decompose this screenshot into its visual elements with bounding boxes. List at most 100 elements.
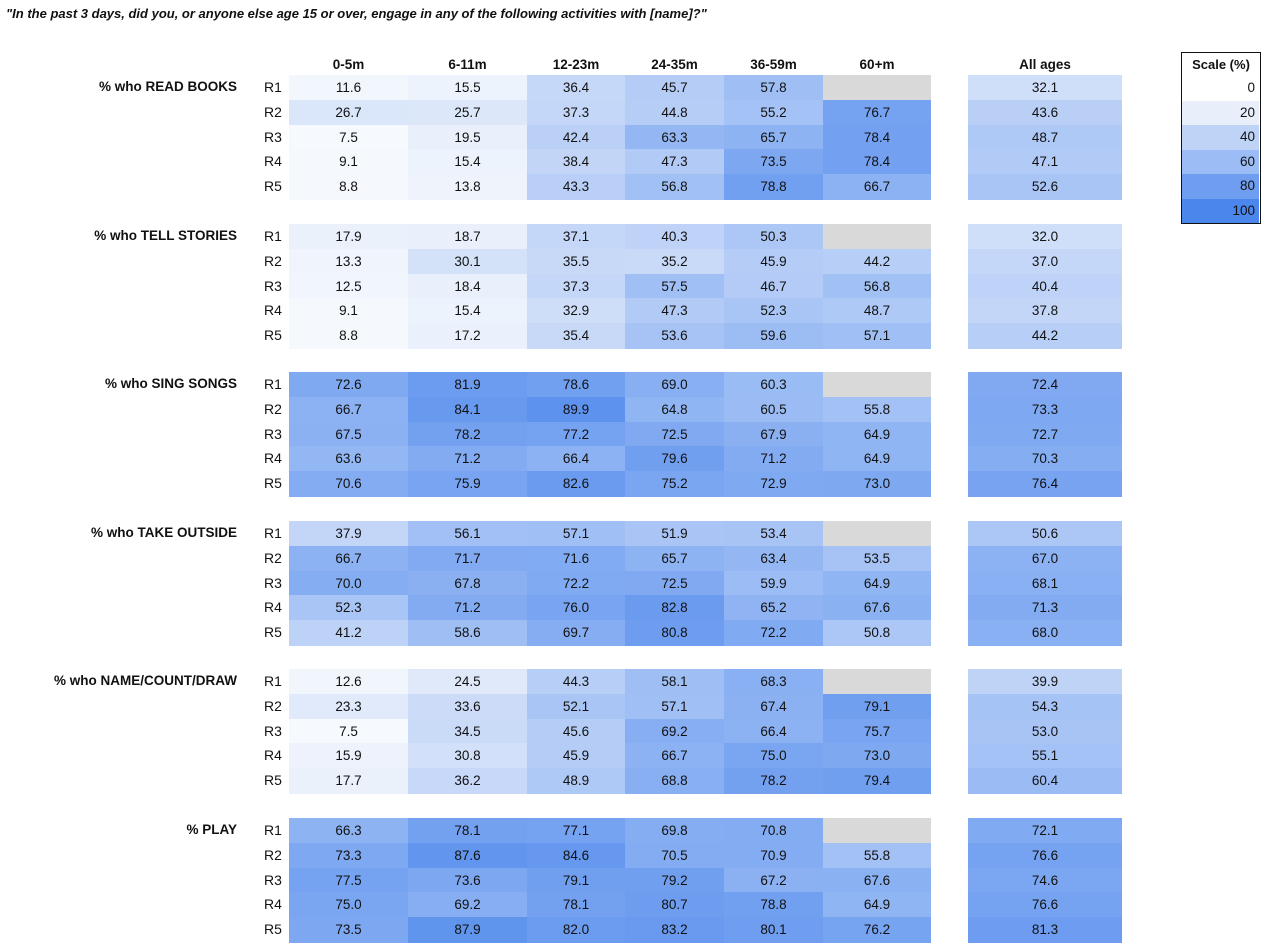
heatmap-cell: 13.8 [408, 174, 527, 200]
row-label: R3 [264, 128, 282, 145]
heatmap-cell: 77.2 [527, 421, 625, 447]
row-label: R4 [264, 153, 282, 170]
all-ages-cell: 76.6 [968, 892, 1122, 918]
heatmap-cell: 45.9 [724, 248, 823, 275]
heatmap-cell: 79.6 [625, 446, 724, 472]
heatmap-cell: 17.2 [408, 323, 527, 349]
heatmap-cell: 9.1 [289, 298, 408, 324]
all-ages-cell: 40.4 [968, 273, 1122, 299]
heatmap-cell: 57.1 [823, 323, 931, 349]
heatmap-cell: 63.6 [289, 446, 408, 472]
heatmap-cell: 8.8 [289, 174, 408, 200]
row-label: R3 [264, 871, 282, 888]
heatmap-cell: 68.3 [724, 669, 823, 695]
heatmap-cell: 50.3 [724, 224, 823, 250]
heatmap-cell: 79.2 [625, 867, 724, 893]
heatmap-cell: 36.4 [527, 75, 625, 101]
heatmap-cell: 25.7 [408, 99, 527, 126]
heatmap-cell: 83.2 [625, 917, 724, 943]
heatmap-cell: 55.2 [724, 99, 823, 126]
column-header: 60+m [859, 57, 895, 72]
heatmap-cell: 77.5 [289, 867, 408, 893]
heatmap-cell: 35.4 [527, 323, 625, 349]
group-label: % who TELL STORIES [94, 228, 237, 243]
heatmap-cell: 67.4 [724, 693, 823, 720]
row-label: R5 [264, 624, 282, 641]
heatmap-cell: 12.6 [289, 669, 408, 695]
column-header: 24-35m [651, 57, 698, 72]
row-label: R2 [264, 103, 282, 120]
heatmap-cell: 9.1 [289, 149, 408, 175]
all-ages-cell: 48.7 [968, 124, 1122, 150]
heatmap-cell: 44.2 [823, 248, 931, 275]
heatmap-cell: 82.6 [527, 471, 625, 497]
row-label: R5 [264, 921, 282, 938]
legend-swatch: 40 [1182, 125, 1259, 150]
heatmap-cell: 69.2 [408, 892, 527, 918]
heatmap-cell: 76.2 [823, 917, 931, 943]
heatmap-cell: 33.6 [408, 693, 527, 720]
legend-swatch: 80 [1182, 174, 1259, 199]
heatmap-cell: 73.5 [289, 917, 408, 943]
row-label: R2 [264, 846, 282, 863]
heatmap-cell: 80.7 [625, 892, 724, 918]
heatmap-cell: 57.1 [527, 521, 625, 547]
heatmap-cell: 53.6 [625, 323, 724, 349]
column-header: 12-23m [552, 57, 600, 72]
heatmap-cell: 23.3 [289, 693, 408, 720]
row-label: R2 [264, 252, 282, 269]
all-ages-cell: 72.4 [968, 372, 1122, 398]
heatmap-cell: 67.6 [823, 867, 931, 893]
heatmap-cell-missing [823, 669, 931, 695]
heatmap-cell: 78.1 [408, 818, 527, 844]
heatmap-cell: 73.5 [724, 149, 823, 175]
heatmap-cell: 46.7 [724, 273, 823, 299]
column-header: 6-11m [448, 57, 487, 72]
heatmap-cell: 37.3 [527, 99, 625, 126]
row-label: R1 [264, 525, 282, 541]
heatmap-cell: 60.5 [724, 396, 823, 423]
all-ages-cell: 39.9 [968, 669, 1122, 695]
heatmap-cell: 8.8 [289, 323, 408, 349]
heatmap-cell: 36.2 [408, 768, 527, 794]
heatmap-cell-missing [823, 224, 931, 250]
heatmap-cell: 66.4 [527, 446, 625, 472]
heatmap-cell: 15.5 [408, 75, 527, 101]
heatmap-cell: 66.7 [823, 174, 931, 200]
row-label: R1 [264, 673, 282, 689]
all-ages-cell: 52.6 [968, 174, 1122, 200]
heatmap-cell: 67.8 [408, 570, 527, 596]
heatmap-cell: 44.8 [625, 99, 724, 126]
heatmap-cell: 75.7 [823, 718, 931, 744]
heatmap-cell: 73.0 [823, 743, 931, 769]
heatmap-cell: 56.8 [823, 273, 931, 299]
heatmap-cell: 48.9 [527, 768, 625, 794]
heatmap-cell: 57.5 [625, 273, 724, 299]
heatmap-cell: 37.3 [527, 273, 625, 299]
heatmap-cell: 11.6 [289, 75, 408, 101]
all-ages-cell: 76.6 [968, 842, 1122, 869]
heatmap-cell: 87.9 [408, 917, 527, 943]
heatmap-cell: 72.2 [724, 620, 823, 646]
heatmap-cell: 69.0 [625, 372, 724, 398]
heatmap-cell: 72.6 [289, 372, 408, 398]
heatmap-cell: 78.4 [823, 124, 931, 150]
heatmap-cell: 75.0 [724, 743, 823, 769]
heatmap-cell: 42.4 [527, 124, 625, 150]
row-label: R4 [264, 896, 282, 913]
heatmap-cell: 78.8 [724, 174, 823, 200]
heatmap-cell: 55.8 [823, 396, 931, 423]
heatmap-cell: 52.3 [724, 298, 823, 324]
heatmap-cell: 15.4 [408, 149, 527, 175]
heatmap-cell: 78.6 [527, 372, 625, 398]
heatmap-cell: 67.9 [724, 421, 823, 447]
all-ages-cell: 67.0 [968, 545, 1122, 572]
row-label: R3 [264, 722, 282, 739]
heatmap-cell: 66.7 [289, 396, 408, 423]
row-label: R1 [264, 376, 282, 392]
heatmap-cell: 80.8 [625, 620, 724, 646]
heatmap-cell: 56.1 [408, 521, 527, 547]
all-ages-cell: 68.1 [968, 570, 1122, 596]
heatmap-cell: 18.4 [408, 273, 527, 299]
row-label: R4 [264, 302, 282, 319]
